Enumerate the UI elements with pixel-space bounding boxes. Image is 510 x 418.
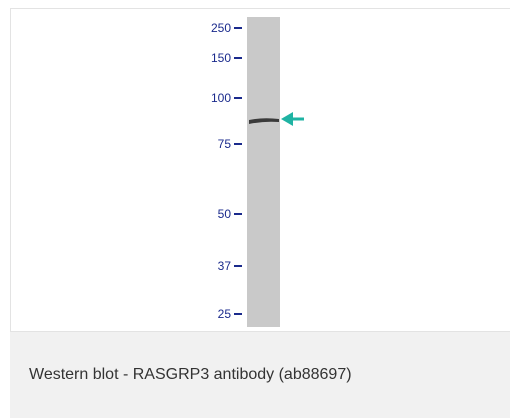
western-blot-figure: 250 150 100 75 50 37 25 <box>211 17 304 327</box>
protein-band <box>249 118 279 124</box>
marker-label-37: 37 <box>218 259 232 273</box>
marker-label-50: 50 <box>218 207 232 221</box>
image-caption: Western blot - RASGRP3 antibody (ab88697… <box>29 366 352 383</box>
marker-label-75: 75 <box>218 137 232 151</box>
marker-label-250: 250 <box>211 21 231 35</box>
image-caption-panel: Western blot - RASGRP3 antibody (ab88697… <box>10 332 510 418</box>
marker-label-100: 100 <box>211 91 231 105</box>
image-card: 250 150 100 75 50 37 25 Western blot - R… <box>10 8 510 418</box>
arrow-left-icon <box>281 112 304 126</box>
blot-lane <box>247 17 280 327</box>
western-blot-image: 250 150 100 75 50 37 25 <box>10 8 510 332</box>
marker-label-150: 150 <box>211 51 231 65</box>
marker-label-25: 25 <box>218 307 232 321</box>
